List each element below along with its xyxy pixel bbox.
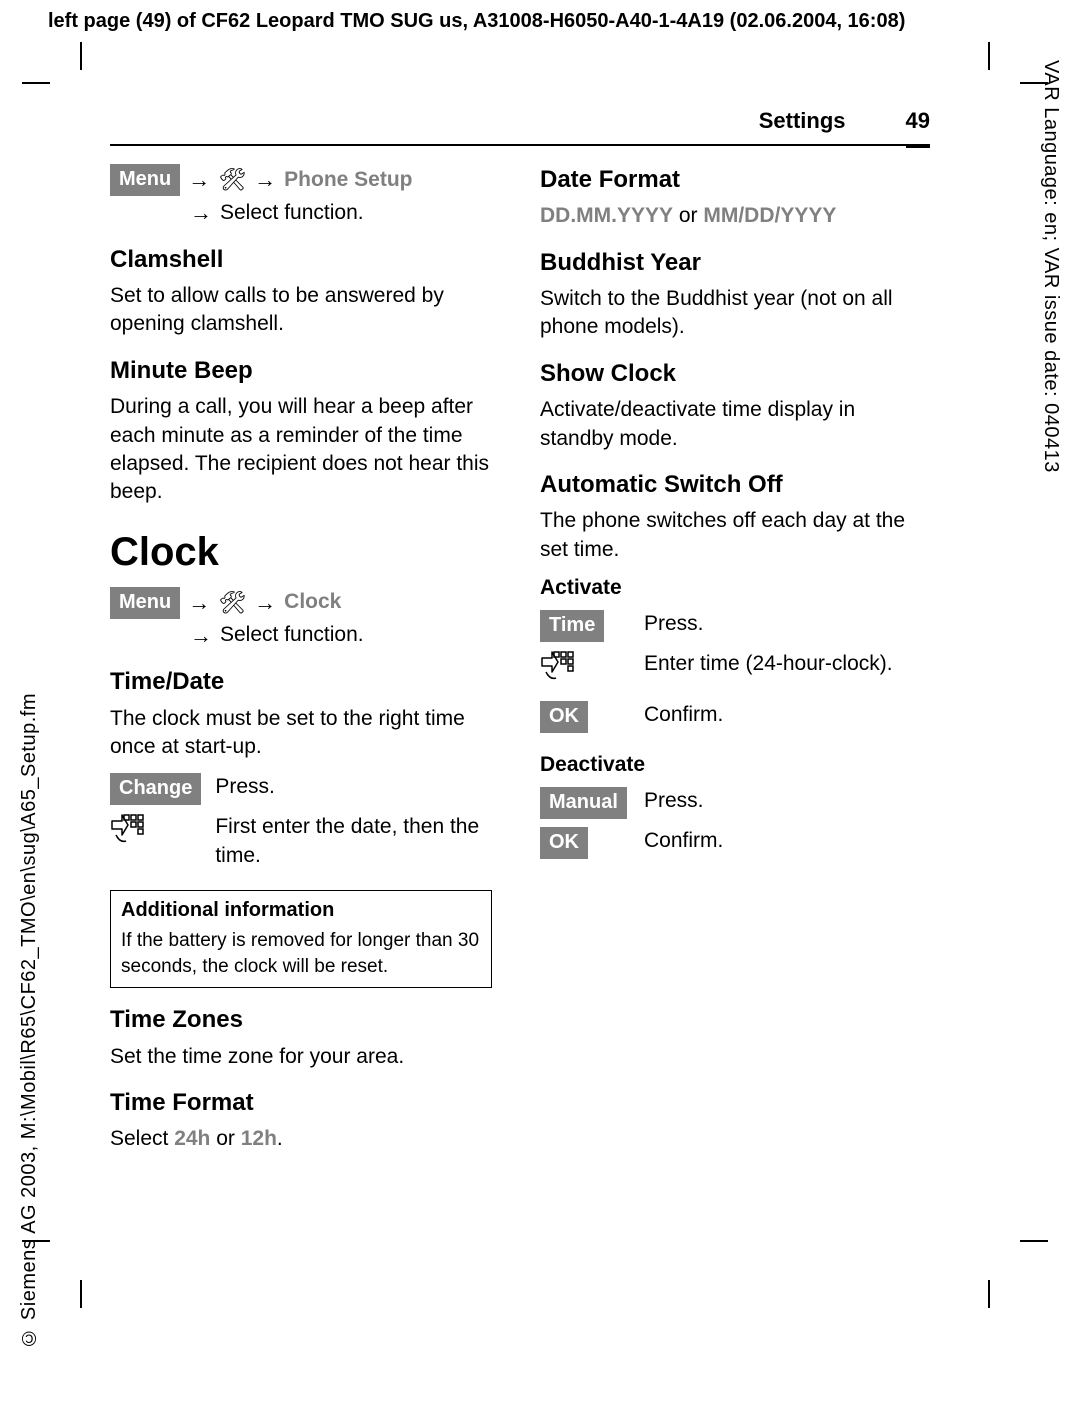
- time-date-text: The clock must be set to the right time …: [110, 705, 500, 762]
- wrench-icon: 🛠: [218, 165, 246, 195]
- enter-time-desc: Enter time (24-hour-clock).: [644, 648, 907, 698]
- buddhist-year-heading: Buddhist Year: [540, 247, 930, 279]
- info-title: Additional information: [121, 897, 481, 924]
- right-column: Date Format DD.MM.YYYY or MM/DD/YYYY Bud…: [540, 160, 930, 1249]
- df-ddmmyyyy: DD.MM.YYYY: [540, 204, 673, 227]
- auto-switch-off-text: The phone switches off each day at the s…: [540, 507, 930, 564]
- clamshell-text: Set to allow calls to be answered by ope…: [110, 282, 500, 339]
- arrow-icon: →: [190, 621, 212, 651]
- activate-heading: Activate: [540, 574, 930, 602]
- side-text-right: VAR Language: en; VAR issue date: 040413: [1039, 60, 1062, 473]
- crop-mark: [988, 42, 990, 70]
- menu-softkey: Menu: [110, 164, 180, 196]
- arrow-icon: →: [190, 198, 212, 228]
- tf-24h: 24h: [174, 1127, 210, 1150]
- time-zones-heading: Time Zones: [110, 1004, 500, 1036]
- crop-mark: [1020, 1240, 1048, 1242]
- section-title: Settings: [759, 108, 846, 134]
- time-date-steps: Change Press.: [110, 771, 500, 876]
- ok-softkey: OK: [540, 827, 588, 859]
- nav-clock: Menu → 🛠 → Clock: [110, 587, 500, 619]
- tf-prefix: Select: [110, 1127, 174, 1150]
- time-softkey: Time: [540, 610, 604, 642]
- time-date-heading: Time/Date: [110, 666, 500, 698]
- content-area: Menu → 🛠 → Phone Setup → Select function…: [110, 160, 930, 1249]
- page-number: 49: [906, 108, 930, 148]
- nav-subtext: Select function.: [220, 199, 364, 227]
- arrow-icon: →: [254, 588, 276, 618]
- auto-switch-off-heading: Automatic Switch Off: [540, 469, 930, 501]
- crop-mark: [80, 1280, 82, 1308]
- df-or: or: [673, 204, 703, 227]
- running-head: Settings 49: [110, 108, 930, 146]
- manual-page: left page (49) of CF62 Leopard TMO SUG u…: [0, 0, 1080, 1409]
- menu-softkey: Menu: [110, 587, 180, 619]
- crop-mark: [22, 82, 50, 84]
- df-mmddyyyy: MM/DD/YYYY: [703, 204, 836, 227]
- clock-heading: Clock: [110, 525, 500, 579]
- time-desc: Press.: [644, 608, 907, 648]
- tf-or: or: [210, 1127, 240, 1150]
- manual-desc: Press.: [644, 785, 737, 825]
- manual-softkey: Manual: [540, 787, 627, 819]
- change-desc: Press.: [215, 771, 500, 811]
- additional-info-box: Additional information If the battery is…: [110, 890, 492, 988]
- tf-12h: 12h: [241, 1127, 277, 1150]
- time-zones-text: Set the time zone for your area.: [110, 1043, 500, 1071]
- top-header: left page (49) of CF62 Leopard TMO SUG u…: [48, 10, 905, 33]
- nav-subline: → Select function.: [190, 621, 500, 651]
- keypad-desc: First enter the date, then the time.: [215, 811, 500, 876]
- date-format-text: DD.MM.YYYY or MM/DD/YYYY: [540, 202, 930, 230]
- time-format-text: Select 24h or 12h.: [110, 1125, 500, 1153]
- time-format-heading: Time Format: [110, 1087, 500, 1119]
- crop-mark: [988, 1280, 990, 1308]
- wrench-icon: 🛠: [218, 588, 246, 618]
- crop-mark: [80, 42, 82, 70]
- date-format-heading: Date Format: [540, 164, 930, 196]
- nav-subtext: Select function.: [220, 621, 364, 649]
- side-text-left: © Siemens AG 2003, M:\Mobil\R65\CF62_TMO…: [18, 693, 41, 1349]
- nav-destination: Phone Setup: [284, 166, 412, 194]
- ok-softkey: OK: [540, 701, 588, 733]
- ok2-desc: Confirm.: [644, 825, 737, 865]
- tf-suffix: .: [277, 1127, 283, 1150]
- clamshell-heading: Clamshell: [110, 244, 500, 276]
- activate-steps: Time Press.: [540, 608, 907, 738]
- minute-beep-heading: Minute Beep: [110, 355, 500, 387]
- deactivate-steps: Manual Press. OK Confirm.: [540, 785, 737, 865]
- nav-subline: → Select function.: [190, 198, 500, 228]
- nav-phone-setup: Menu → 🛠 → Phone Setup: [110, 164, 500, 196]
- buddhist-year-text: Switch to the Buddhist year (not on all …: [540, 285, 930, 342]
- left-column: Menu → 🛠 → Phone Setup → Select function…: [110, 160, 500, 1249]
- ok-desc: Confirm.: [644, 699, 907, 739]
- deactivate-heading: Deactivate: [540, 751, 930, 779]
- keypad-icon: [540, 650, 574, 680]
- show-clock-text: Activate/deactivate time display in stan…: [540, 396, 930, 453]
- show-clock-heading: Show Clock: [540, 358, 930, 390]
- nav-destination: Clock: [284, 588, 341, 616]
- arrow-icon: →: [188, 588, 210, 618]
- arrow-icon: →: [254, 165, 276, 195]
- info-body: If the battery is removed for longer tha…: [121, 928, 481, 979]
- arrow-icon: →: [188, 165, 210, 195]
- keypad-icon: [110, 813, 144, 843]
- change-softkey: Change: [110, 773, 201, 805]
- minute-beep-text: During a call, you will hear a beep afte…: [110, 393, 500, 506]
